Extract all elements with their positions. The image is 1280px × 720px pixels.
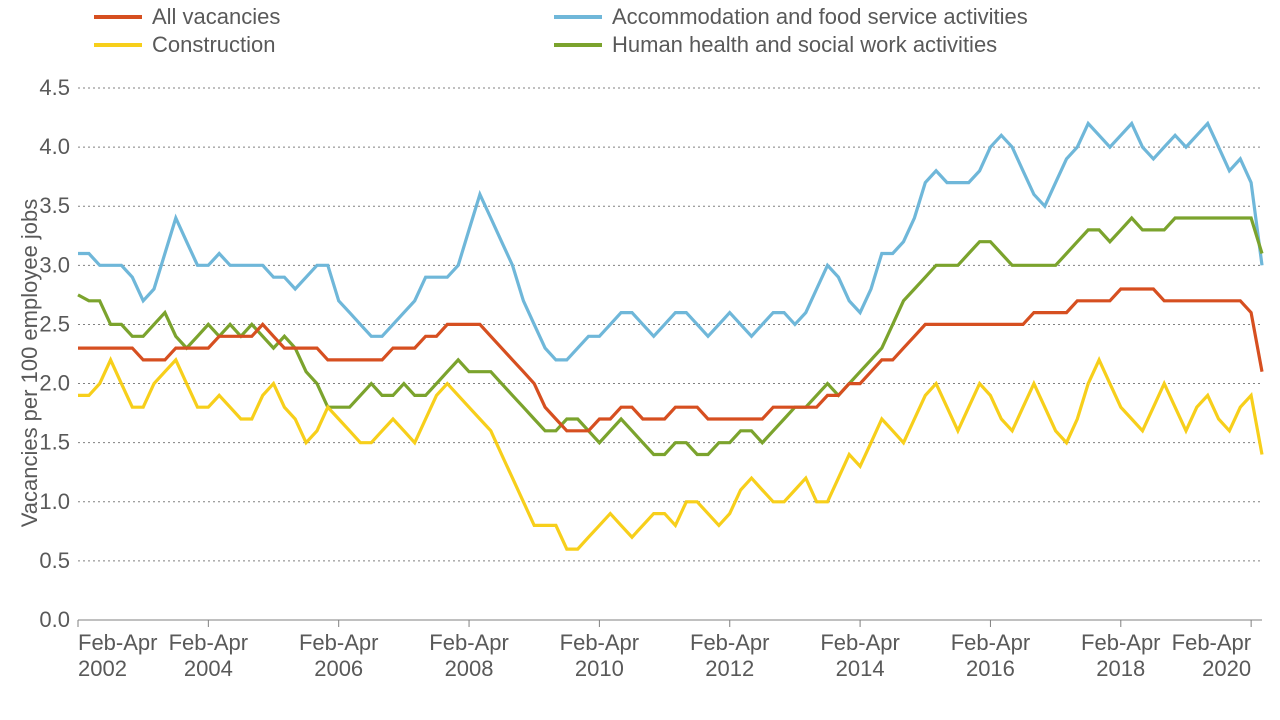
svg-text:4.0: 4.0 — [39, 134, 70, 159]
svg-text:0.5: 0.5 — [39, 548, 70, 573]
svg-text:Feb-Apr: Feb-Apr — [820, 630, 899, 655]
svg-text:3.5: 3.5 — [39, 193, 70, 218]
legend: All vacancies Accommodation and food ser… — [88, 4, 1268, 58]
legend-item-accom: Accommodation and food service activitie… — [548, 4, 1268, 30]
svg-text:Feb-Apr: Feb-Apr — [169, 630, 248, 655]
svg-text:2.0: 2.0 — [39, 371, 70, 396]
svg-text:Feb-Apr: Feb-Apr — [560, 630, 639, 655]
chart-svg: 0.00.51.01.52.02.53.03.54.04.5Feb-Apr200… — [0, 0, 1280, 720]
legend-label: Construction — [152, 32, 276, 58]
svg-text:2006: 2006 — [314, 656, 363, 681]
svg-text:3.0: 3.0 — [39, 252, 70, 277]
legend-swatch — [554, 43, 602, 47]
svg-text:Feb-Apr: Feb-Apr — [1081, 630, 1160, 655]
svg-text:2002: 2002 — [78, 656, 127, 681]
svg-text:2020: 2020 — [1202, 656, 1251, 681]
svg-text:2014: 2014 — [836, 656, 885, 681]
svg-text:Feb-Apr: Feb-Apr — [78, 630, 157, 655]
svg-text:Feb-Apr: Feb-Apr — [951, 630, 1030, 655]
legend-swatch — [94, 43, 142, 47]
svg-text:Feb-Apr: Feb-Apr — [1172, 630, 1251, 655]
legend-item-all: All vacancies — [88, 4, 548, 30]
svg-text:0.0: 0.0 — [39, 607, 70, 632]
svg-text:2004: 2004 — [184, 656, 233, 681]
svg-text:1.0: 1.0 — [39, 489, 70, 514]
svg-text:2.5: 2.5 — [39, 311, 70, 336]
legend-label: All vacancies — [152, 4, 280, 30]
legend-item-health: Human health and social work activities — [548, 32, 1268, 58]
svg-text:2012: 2012 — [705, 656, 754, 681]
svg-text:2018: 2018 — [1096, 656, 1145, 681]
legend-label: Human health and social work activities — [612, 32, 997, 58]
legend-item-constr: Construction — [88, 32, 548, 58]
legend-swatch — [94, 15, 142, 19]
svg-text:4.5: 4.5 — [39, 75, 70, 100]
svg-text:2010: 2010 — [575, 656, 624, 681]
vacancies-line-chart: All vacancies Accommodation and food ser… — [0, 0, 1280, 720]
legend-label: Accommodation and food service activitie… — [612, 4, 1028, 30]
svg-text:Feb-Apr: Feb-Apr — [429, 630, 508, 655]
svg-text:Feb-Apr: Feb-Apr — [690, 630, 769, 655]
legend-swatch — [554, 15, 602, 19]
svg-text:2016: 2016 — [966, 656, 1015, 681]
svg-text:Feb-Apr: Feb-Apr — [299, 630, 378, 655]
y-axis-label: Vacancies per 100 employee jobs — [17, 193, 43, 533]
svg-text:1.5: 1.5 — [39, 430, 70, 455]
svg-text:2008: 2008 — [445, 656, 494, 681]
